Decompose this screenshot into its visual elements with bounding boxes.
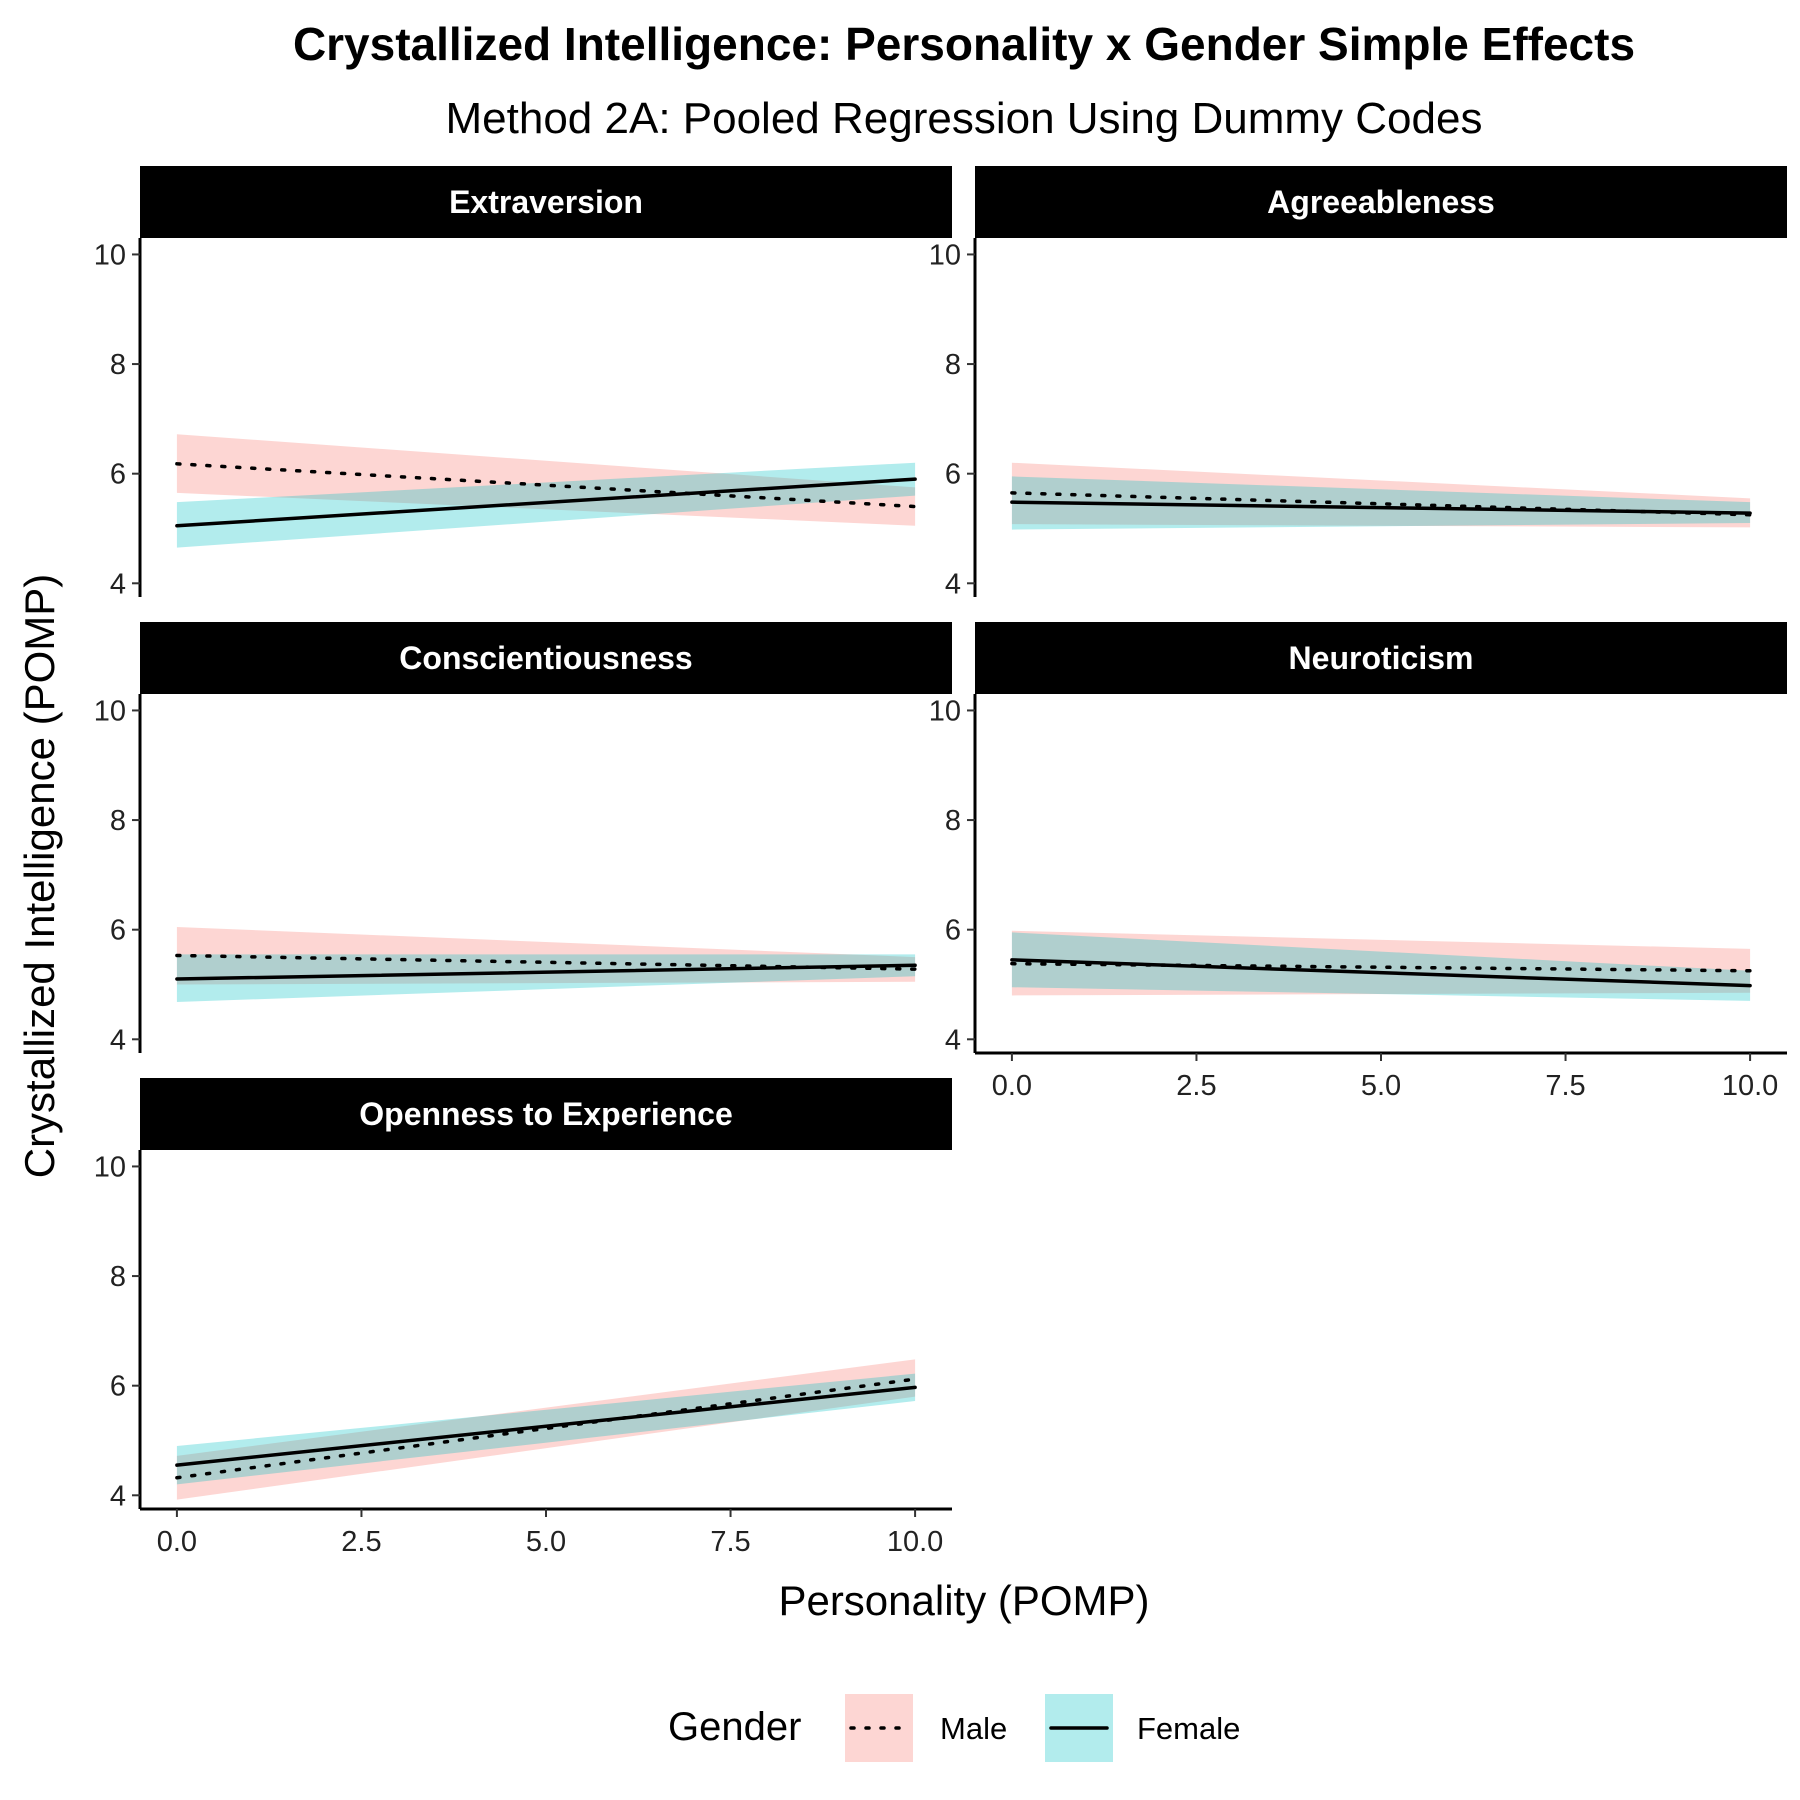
y-tick-label: 6 [110, 1371, 126, 1403]
y-tick-label: 6 [110, 459, 126, 491]
legend-item-male: Male [845, 1694, 1007, 1762]
legend: Gender Male Female [668, 1694, 1240, 1762]
ribbon-female [176, 1373, 916, 1485]
y-axis-title: Crystallized Intelligence (POMP) [16, 574, 63, 1179]
x-tick-label: 2.5 [1176, 1070, 1216, 1102]
facet-panels: Extraversion46810Agreeableness46810Consc… [94, 166, 1787, 1558]
panel-agreeableness: Agreeableness 4 6 8 10 [929, 166, 1787, 600]
line-male [175, 462, 917, 509]
chart-title: Crystallized Intelligence: Personality x… [293, 18, 1635, 70]
strip-agreeableness [975, 166, 1787, 238]
panel-extraversion: Extraversion 4 6 8 10 [94, 166, 952, 600]
strip-conscientiousness [140, 622, 952, 694]
legend-label-male: Male [940, 1711, 1007, 1746]
y-tick-label: 6 [945, 459, 961, 491]
line-female [1010, 958, 1752, 988]
x-tick-label: 0.0 [157, 1526, 197, 1558]
y-tick-label: 10 [94, 1151, 126, 1183]
line-female [175, 963, 917, 981]
y-tick-label: 10 [94, 239, 126, 271]
ribbon-female [1011, 932, 1751, 1001]
strip-extraversion [140, 166, 952, 238]
line-female [1010, 500, 1752, 515]
x-tick-label: 7.5 [710, 1526, 750, 1558]
y-tick-label: 8 [945, 349, 961, 381]
y-tick-label: 6 [110, 915, 126, 947]
strip-label-conscientiousness: Conscientiousness [399, 640, 692, 676]
ribbon-male [176, 1359, 916, 1500]
legend-title: Gender [668, 1705, 801, 1749]
line-male [175, 1377, 917, 1480]
legend-label-female: Female [1137, 1711, 1240, 1746]
strip-label-agreeableness: Agreeableness [1267, 184, 1495, 220]
y-tick-label: 8 [110, 805, 126, 837]
strip-label-neuroticism: Neuroticism [1289, 640, 1474, 676]
x-tick-label: 10.0 [887, 1526, 943, 1558]
line-female [175, 1385, 917, 1467]
y-tick-label: 6 [945, 915, 961, 947]
strip-neuroticism [975, 622, 1787, 694]
y-tick-label: 10 [929, 695, 961, 727]
panel-openness-to-experience: Openness to Experience 4 6 8 10 0.0 2.5 5.0 7.5 1… [94, 1078, 952, 1558]
y-tick-label: 8 [945, 805, 961, 837]
legend-key-fill [845, 1694, 913, 1762]
legend-item-female: Female [1045, 1694, 1240, 1762]
line-female [175, 477, 917, 528]
y-tick-label: 4 [110, 568, 126, 600]
y-tick-label: 4 [110, 1024, 126, 1056]
strip-label-extraversion: Extraversion [449, 184, 643, 220]
x-tick-label: 5.0 [1361, 1070, 1401, 1102]
y-tick-label: 10 [94, 695, 126, 727]
x-tick-label: 7.5 [1545, 1070, 1585, 1102]
y-tick-label: 8 [110, 1261, 126, 1293]
x-tick-label: 5.0 [526, 1526, 566, 1558]
y-tick-label: 4 [945, 1024, 961, 1056]
y-tick-label: 4 [110, 1480, 126, 1512]
ribbon-female [176, 462, 916, 548]
chart-subtitle: Method 2A: Pooled Regression Using Dummy… [446, 94, 1483, 143]
y-tick-label: 8 [110, 349, 126, 381]
panel-conscientiousness: Conscientiousness 4 6 8 10 [94, 622, 952, 1056]
strip-openness-to-experience [140, 1078, 952, 1150]
x-tick-label: 10.0 [1722, 1070, 1778, 1102]
ribbon-female [1011, 476, 1751, 530]
x-tick-label: 0.0 [992, 1070, 1032, 1102]
ribbon-male [176, 434, 916, 526]
x-axis-title: Personality (POMP) [778, 1577, 1149, 1624]
x-tick-label: 2.5 [341, 1526, 381, 1558]
strip-label-openness-to-experience: Openness to Experience [359, 1096, 732, 1132]
panel-neuroticism: Neuroticism 4 6 8 10 0.0 2.5 5.0 7.5 10.0 [929, 622, 1787, 1102]
y-tick-label: 10 [929, 239, 961, 271]
y-tick-label: 4 [945, 568, 961, 600]
